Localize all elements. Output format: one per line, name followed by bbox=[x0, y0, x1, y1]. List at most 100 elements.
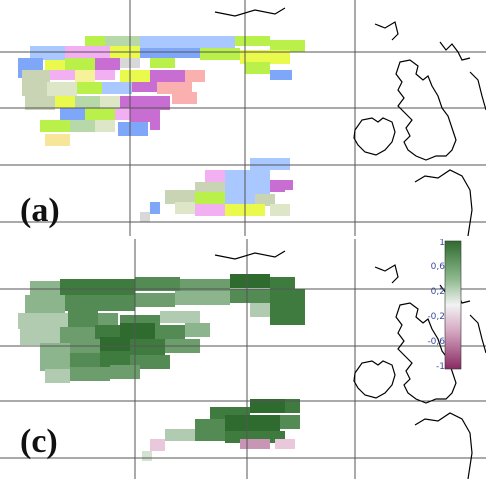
cluster-cell bbox=[85, 36, 105, 46]
coastline-path bbox=[469, 71, 486, 111]
cluster-cell bbox=[65, 58, 95, 72]
cluster-cell bbox=[205, 170, 225, 184]
cluster-cell bbox=[40, 120, 70, 132]
correlation-cell bbox=[185, 323, 210, 337]
cluster-cell bbox=[70, 120, 95, 132]
correlation-cell bbox=[120, 323, 155, 341]
cluster-cell bbox=[200, 48, 240, 60]
cluster-cell bbox=[195, 192, 225, 206]
cluster-cell bbox=[22, 70, 50, 84]
colorbar bbox=[444, 240, 462, 370]
cluster-cell bbox=[140, 48, 200, 58]
map-panel-a bbox=[0, 0, 486, 236]
correlation-cell bbox=[60, 279, 135, 295]
correlation-cell bbox=[98, 313, 118, 327]
cluster-cell bbox=[75, 70, 95, 82]
correlation-cell bbox=[250, 399, 285, 413]
correlation-cell bbox=[230, 274, 270, 288]
correlation-cell bbox=[100, 351, 130, 369]
cluster-cell bbox=[140, 36, 235, 48]
correlation-cell bbox=[135, 293, 175, 307]
coastline-c bbox=[214, 250, 486, 479]
correlation-cell bbox=[280, 415, 300, 429]
colorbar-tick-label: 0,6 bbox=[430, 262, 445, 272]
cluster-cell bbox=[22, 82, 47, 96]
coastline-path bbox=[395, 59, 457, 161]
correlation-cell bbox=[275, 439, 295, 449]
cluster-cell bbox=[172, 92, 197, 104]
map-panel-c bbox=[0, 239, 486, 479]
correlation-cell bbox=[70, 367, 110, 381]
correlation-cell bbox=[155, 325, 185, 339]
cluster-cell bbox=[175, 202, 195, 214]
cluster-cell bbox=[100, 96, 120, 108]
cluster-cell bbox=[245, 62, 270, 74]
colorbar-gradient bbox=[444, 240, 462, 370]
cluster-cell bbox=[150, 202, 160, 214]
panel-c: (c) 1 0,6 0,2 -0,2 -0,6 -1 bbox=[0, 239, 486, 479]
correlation-cell bbox=[45, 369, 70, 383]
lat-lon-grid-c bbox=[0, 239, 486, 479]
cluster-cell bbox=[270, 70, 292, 80]
cluster-cell bbox=[270, 204, 290, 216]
cluster-cell bbox=[95, 70, 115, 80]
cluster-cell bbox=[30, 46, 65, 60]
correlation-cell bbox=[30, 281, 60, 295]
coastline-path bbox=[439, 41, 471, 61]
cluster-cell bbox=[45, 60, 65, 72]
cluster-cell bbox=[105, 36, 145, 46]
correlation-cell bbox=[142, 451, 152, 461]
cluster-cell bbox=[250, 158, 290, 170]
correlation-cell bbox=[165, 429, 195, 441]
correlation-cell bbox=[110, 365, 140, 379]
cluster-cell bbox=[185, 70, 205, 82]
cluster-cell bbox=[95, 58, 120, 70]
correlation-cell bbox=[70, 353, 100, 369]
lat-lon-grid-a bbox=[0, 0, 486, 236]
cluster-cell bbox=[270, 40, 305, 52]
correlation-cell bbox=[285, 399, 300, 413]
correlation-cell bbox=[68, 311, 98, 329]
cluster-cell bbox=[150, 118, 160, 130]
cluster-cell bbox=[120, 70, 150, 82]
cluster-cell bbox=[102, 82, 132, 94]
cluster-cell bbox=[25, 96, 55, 110]
cluster-cell bbox=[45, 134, 70, 146]
correlation-cell bbox=[270, 277, 295, 291]
correlation-cell bbox=[160, 311, 200, 323]
correlation-cell bbox=[250, 303, 270, 317]
cluster-cell bbox=[75, 96, 100, 110]
correlation-cell bbox=[18, 313, 68, 329]
correlation-cell bbox=[270, 289, 305, 309]
correlation-cells-c bbox=[18, 274, 305, 461]
correlation-cell bbox=[95, 325, 120, 339]
cluster-cell bbox=[120, 96, 150, 108]
cluster-cells-a bbox=[18, 36, 305, 222]
colorbar-tick-label: -1 bbox=[436, 362, 445, 372]
correlation-cell bbox=[150, 439, 165, 451]
correlation-cell bbox=[230, 289, 270, 303]
cluster-cell bbox=[115, 108, 130, 120]
cluster-cell bbox=[195, 204, 225, 216]
correlation-cell bbox=[240, 439, 270, 449]
coastline-path bbox=[469, 314, 486, 354]
panel-label-c: (c) bbox=[20, 423, 58, 460]
correlation-cell bbox=[40, 343, 70, 357]
cluster-cell bbox=[77, 82, 102, 94]
correlation-cell bbox=[40, 357, 70, 371]
cluster-cell bbox=[225, 182, 270, 196]
correlation-cell bbox=[195, 427, 225, 441]
correlation-cell bbox=[130, 339, 165, 355]
correlation-cell bbox=[70, 339, 100, 355]
correlation-cell bbox=[20, 329, 60, 345]
coastline-path bbox=[414, 169, 473, 236]
coastline-path bbox=[353, 360, 396, 399]
colorbar-ticks: 1 0,6 0,2 -0,2 -0,6 -1 bbox=[423, 239, 445, 375]
cluster-cell bbox=[132, 82, 157, 92]
cluster-cell bbox=[157, 82, 192, 94]
correlation-cell bbox=[65, 295, 135, 311]
cluster-cell bbox=[118, 122, 148, 136]
cluster-cell bbox=[50, 70, 75, 80]
coastline-path bbox=[374, 21, 399, 41]
coastline-path bbox=[395, 302, 457, 404]
